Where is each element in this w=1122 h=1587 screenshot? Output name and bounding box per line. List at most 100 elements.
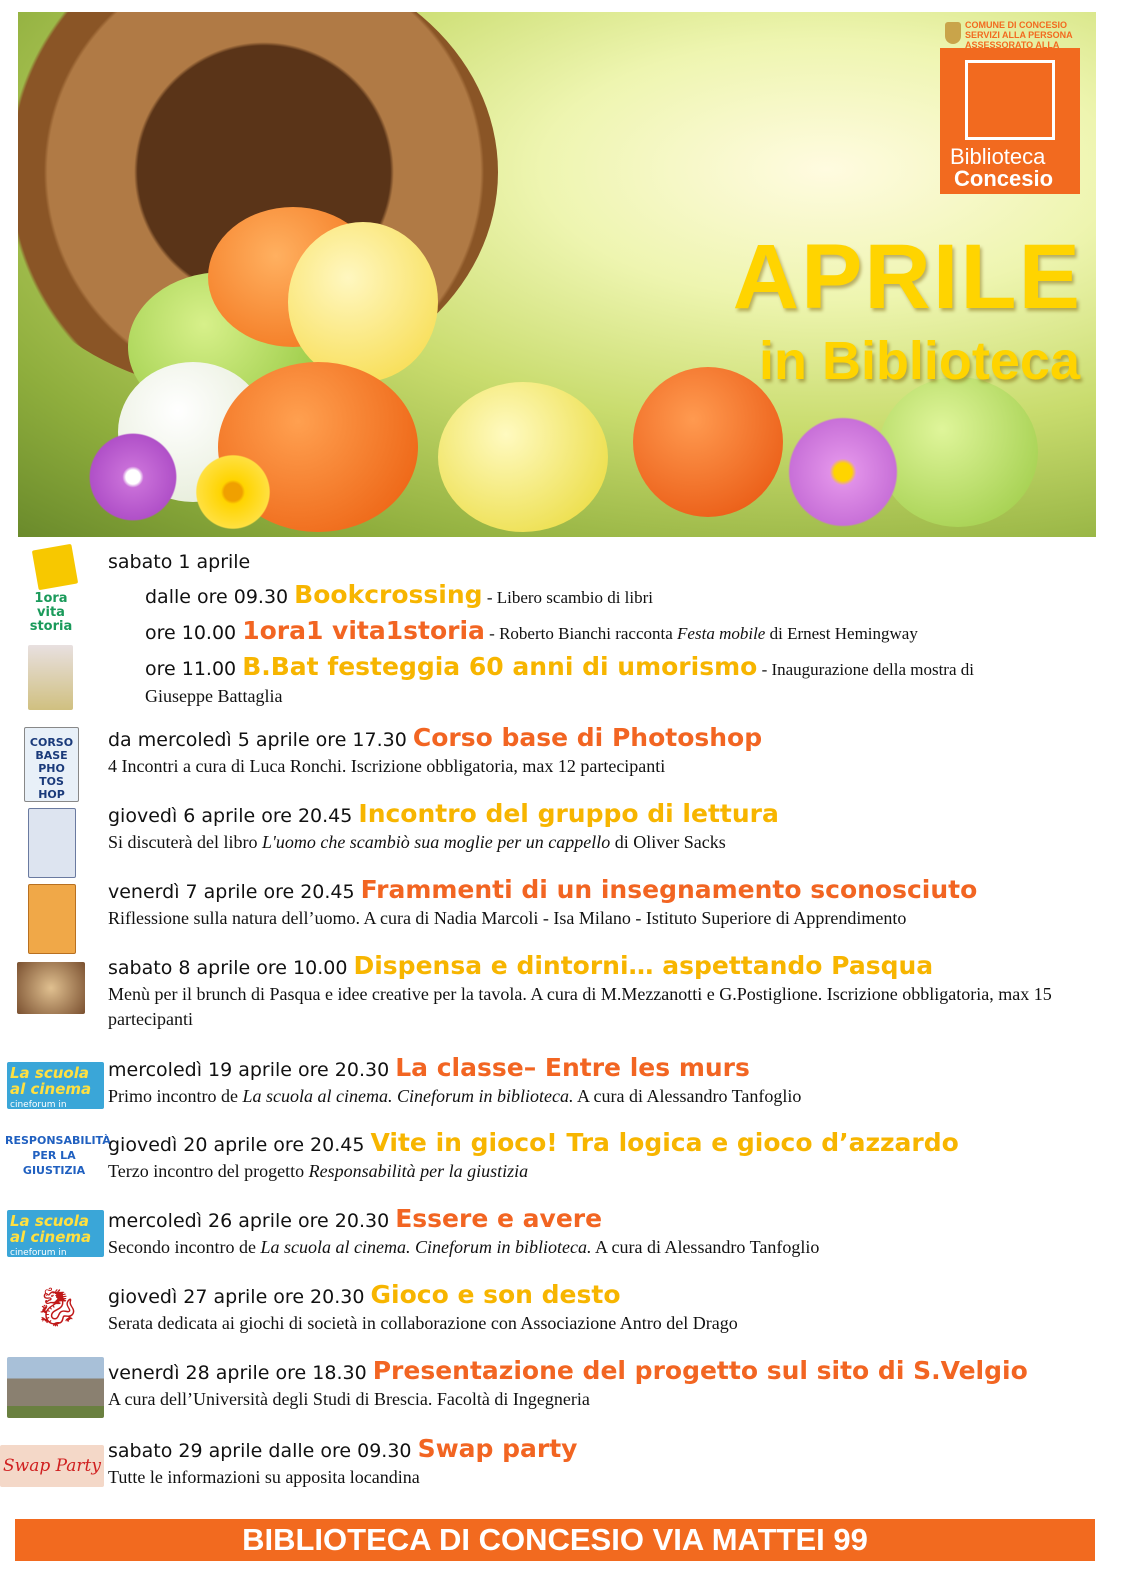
orange-egg — [633, 367, 783, 517]
desc-text: Secondo incontro de — [108, 1237, 261, 1257]
event-header: mercoledì 19 aprile ore 20.30 La classe–… — [108, 1054, 1102, 1084]
event-description: A cura dell’Università degli Studi di Br… — [108, 1387, 1102, 1412]
cake-photo — [17, 962, 85, 1014]
event-item: venerdì 7 aprile ore 20.45 Frammenti di … — [108, 876, 1102, 931]
dragon-logo: 🐉︎ — [33, 1285, 82, 1329]
green-egg — [878, 377, 1038, 527]
event-title: Corso base di Photoshop — [412, 723, 763, 752]
event-title: 1ora1 vita1storia — [242, 616, 485, 645]
event-title: Frammenti di un insegnamento sconosciuto — [360, 875, 978, 904]
event-title: B.Bat festeggia 60 anni di umorismo — [242, 652, 758, 681]
desc-text: Primo incontro de — [108, 1086, 243, 1106]
event-time: ore 11.00 — [145, 658, 243, 680]
event-header: sabato 29 aprile dalle ore 09.30 Swap pa… — [108, 1435, 1102, 1465]
responsabilita-logo: RESPONSABILITÀ PER LA GIUSTIZIA — [5, 1134, 111, 1177]
event-description: Secondo incontro de La scuola al cinema.… — [108, 1235, 1102, 1260]
desc-text: di Ernest Hemingway — [765, 624, 918, 643]
la-scuola-al-cinema-logo: La scuola al cinema cineforum in bibliote… — [7, 1210, 104, 1274]
footer-address-banner: BIBLIOTECA DI CONCESIO VIA MATTEI 99 — [15, 1519, 1095, 1561]
event-title: La classe– Entre les murs — [395, 1053, 750, 1082]
desc-text: A cura dell’Università degli Studi di Br… — [108, 1389, 590, 1409]
event-title: Essere e avere — [395, 1204, 603, 1233]
daffodil — [188, 452, 278, 532]
church-photo — [7, 1357, 104, 1418]
desc-text: A cura di Alessandro Tanfoglio — [591, 1237, 820, 1257]
bookcrossing-icon — [31, 543, 79, 591]
event-description: Serata dedicata ai giochi di società in … — [108, 1311, 1102, 1336]
event-item: sabato 29 aprile dalle ore 09.30 Swap pa… — [108, 1435, 1102, 1490]
event-title: Presentazione del progetto sul sito di S… — [372, 1356, 1028, 1385]
desc-text: - Libero scambio di libri — [482, 588, 653, 607]
logo-subtext: cineforum in biblioteca — [10, 1248, 67, 1274]
bbat-illustration — [28, 645, 73, 710]
event-item: dalle ore 09.30 Bookcrossing - Libero sc… — [108, 581, 1102, 612]
event-description: 4 Incontri a cura di Luca Ronchi. Iscriz… — [108, 754, 1102, 779]
page-title: APRILE — [732, 226, 1082, 328]
desc-text: Tutte le informazioni su apposita locand… — [108, 1467, 420, 1487]
page-subtitle: in Biblioteca — [758, 331, 1080, 391]
event-date: giovedì 6 aprile ore 20.45 — [108, 805, 359, 827]
desc-text: di Oliver Sacks — [610, 832, 726, 852]
event-header: venerdì 28 aprile ore 18.30 Presentazion… — [108, 1357, 1102, 1387]
easter-eggs-hero-image — [18, 12, 1096, 537]
event-title: Bookcrossing — [294, 580, 483, 609]
event-description: Terzo incontro del progetto Responsabili… — [108, 1159, 1102, 1184]
event-header: venerdì 7 aprile ore 20.45 Frammenti di … — [108, 876, 1102, 906]
event-date: venerdì 7 aprile ore 20.45 — [108, 881, 361, 903]
flower — [78, 432, 188, 522]
event-title: Incontro del gruppo di lettura — [358, 799, 779, 828]
book-icon — [965, 60, 1055, 140]
desc-text: Menù per il brunch di Pasqua e idee crea… — [108, 984, 1052, 1029]
event-date: sabato 29 aprile dalle ore 09.30 — [108, 1440, 418, 1462]
event-description-continued: Giuseppe Battaglia — [145, 686, 283, 706]
event-description: Tutte le informazioni su apposita locand… — [108, 1465, 1102, 1490]
italic-text: Responsabilità per la giustizia — [308, 1161, 529, 1181]
event-description: Si discuterà del libro L'uomo che scambi… — [108, 830, 1102, 855]
desc-text: A cura di Alessandro Tanfoglio — [573, 1086, 802, 1106]
event-item: giovedì 27 aprile ore 20.30 Gioco e son … — [108, 1281, 1102, 1336]
coat-of-arms-icon — [945, 22, 961, 44]
desc-text: Si discuterà del libro — [108, 832, 262, 852]
event-time: ore 10.00 — [145, 622, 243, 644]
1ora-vita-storia-logo: 1ora vita storia — [29, 591, 73, 634]
logo-text: Biblioteca — [950, 144, 1046, 169]
yellow-egg — [438, 382, 608, 532]
italic-text: La scuola al cinema. Cineforum in biblio… — [260, 1237, 592, 1257]
event-header: giovedì 27 aprile ore 20.30 Gioco e son … — [108, 1281, 1102, 1311]
book-cover — [28, 808, 76, 878]
event-title: Gioco e son desto — [370, 1280, 621, 1309]
event-header: giovedì 20 aprile ore 20.45 Vite in gioc… — [108, 1129, 1102, 1159]
event-title: Vite in gioco! Tra logica e gioco d’azza… — [370, 1128, 959, 1157]
desc-text: 4 Incontri a cura di Luca Ronchi. Iscriz… — [108, 756, 666, 776]
event-description: Primo incontro de La scuola al cinema. C… — [108, 1084, 1102, 1109]
italic-text: La scuola al cinema. Cineforum in biblio… — [242, 1086, 574, 1106]
event-sabato-1-aprile: sabato 1 aprile dalle ore 09.30 Bookcross… — [108, 548, 1102, 709]
event-header: mercoledì 26 aprile ore 20.30 Essere e a… — [108, 1205, 1102, 1235]
event-item: ore 10.00 1ora1 vita1storia - Roberto Bi… — [108, 617, 1102, 648]
desc-text: - Roberto Bianchi racconta — [484, 624, 678, 643]
la-scuola-al-cinema-logo: La scuola al cinema cineforum in bibliote… — [7, 1062, 104, 1126]
event-item: giovedì 6 aprile ore 20.45 Incontro del … — [108, 800, 1102, 855]
photoshop-course-cover: CORSO BASE PHO TOS HOP — [24, 727, 79, 802]
comune-line: COMUNE DI CONCESIO — [965, 20, 1068, 30]
event-item: venerdì 28 aprile ore 18.30 Presentazion… — [108, 1357, 1102, 1412]
logo-text: Concesio — [954, 166, 1054, 191]
event-date: mercoledì 19 aprile ore 20.30 — [108, 1059, 396, 1081]
logo-subtext: cineforum in biblioteca — [10, 1100, 67, 1126]
event-item: sabato 8 aprile ore 10.00 Dispensa e din… — [108, 952, 1102, 1032]
biblioteca-concesio-logo: Biblioteca Concesio — [940, 48, 1080, 194]
event-title: Swap party — [417, 1434, 578, 1463]
event-description: - Roberto Bianchi racconta Festa mobile … — [485, 624, 918, 643]
italic-text: Festa mobile — [677, 624, 766, 643]
event-item: da mercoledì 5 aprile ore 17.30 Corso ba… — [108, 724, 1102, 779]
comune-line: SERVIZI ALLA PERSONA — [965, 30, 1073, 40]
event-description: Menù per il brunch di Pasqua e idee crea… — [108, 982, 1102, 1032]
event-header: giovedì 6 aprile ore 20.45 Incontro del … — [108, 800, 1102, 830]
event-date: da mercoledì 5 aprile ore 17.30 — [108, 729, 413, 751]
event-title: Dispensa e dintorni… aspettando Pasqua — [353, 951, 934, 980]
event-date: giovedì 27 aprile ore 20.30 — [108, 1286, 371, 1308]
event-item: mercoledì 26 aprile ore 20.30 Essere e a… — [108, 1205, 1102, 1260]
event-description: - Inaugurazione della mostra di — [757, 660, 974, 679]
event-item: giovedì 20 aprile ore 20.45 Vite in gioc… — [108, 1129, 1102, 1184]
event-header: sabato 8 aprile ore 10.00 Dispensa e din… — [108, 952, 1102, 982]
